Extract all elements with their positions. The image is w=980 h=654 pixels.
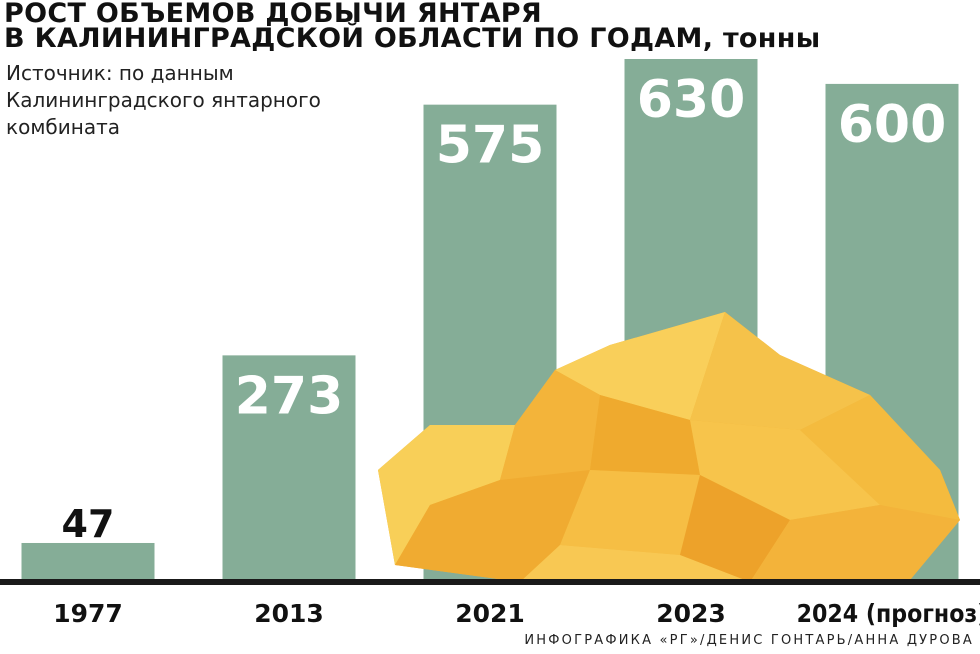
value-label-2013: 273 bbox=[235, 366, 344, 426]
value-label-2021: 575 bbox=[436, 116, 545, 176]
tick-label-2023: 2023 bbox=[656, 599, 726, 628]
infographic-credit: ИНФОГРАФИКА «РГ»/ДЕНИС ГОНТАРЬ/АННА ДУРО… bbox=[524, 633, 974, 648]
value-label-2024: 600 bbox=[838, 95, 947, 155]
tick-label-1977: 1977 bbox=[53, 599, 123, 628]
value-labels: 47 273 575 630 600 bbox=[62, 70, 947, 546]
bar-2013 bbox=[222, 355, 356, 582]
value-label-1977: 47 bbox=[62, 502, 115, 546]
chart-title-line-1: РОСТ ОБЪЕМОВ ДОБЫЧИ ЯНТАРЯ bbox=[4, 0, 542, 29]
bar-1977 bbox=[21, 542, 155, 582]
amber-stone-illustration bbox=[378, 312, 960, 582]
chart-title-line-2: В КАЛИНИНГРАДСКОЙ ОБЛАСТИ ПО ГОДАМ, тонн… bbox=[4, 23, 821, 54]
value-label-2023: 630 bbox=[637, 70, 746, 130]
tick-label-2013: 2013 bbox=[254, 599, 324, 628]
tick-label-2021: 2021 bbox=[455, 599, 525, 628]
tick-label-2024: 2024 (прогноз) bbox=[797, 599, 980, 628]
source-note: Источник: по данным Калининградского янт… bbox=[6, 61, 321, 139]
x-tick-labels: 1977 2013 2021 2023 2024 (прогноз) bbox=[53, 599, 980, 628]
